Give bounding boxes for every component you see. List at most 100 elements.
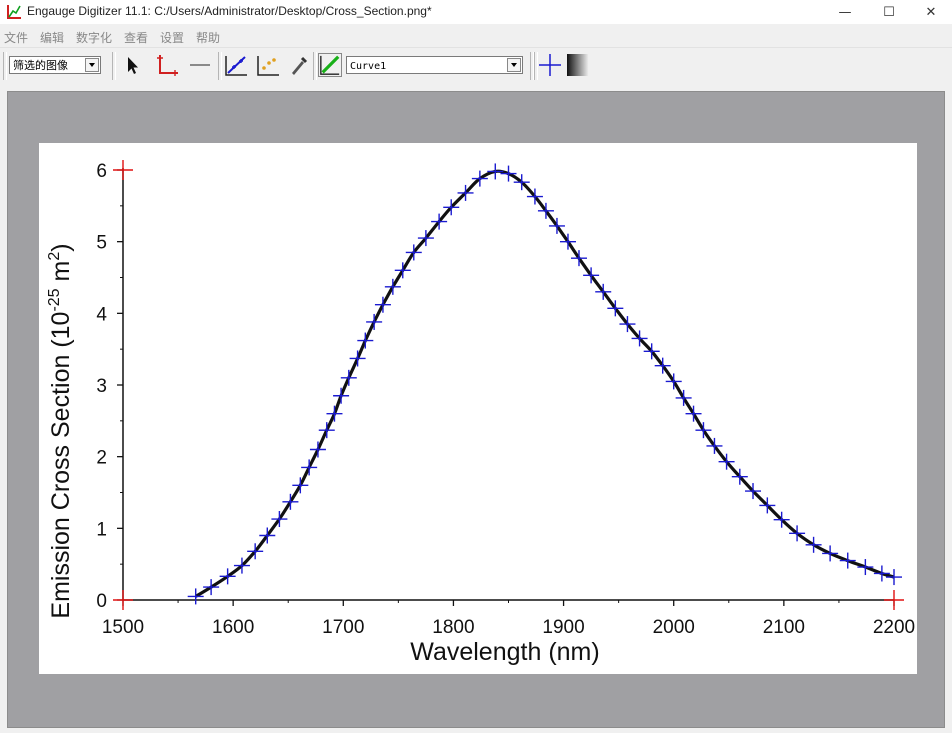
curve-point-marker[interactable] xyxy=(839,552,856,569)
axis-point-marker[interactable] xyxy=(884,590,904,610)
curve-point-marker[interactable] xyxy=(548,217,565,234)
checklist-guide-icon[interactable] xyxy=(538,53,562,77)
curve-markers[interactable] xyxy=(187,163,902,605)
curve-point-marker[interactable] xyxy=(665,373,682,390)
curve-point-marker[interactable] xyxy=(619,316,636,333)
select-arrow-icon[interactable] xyxy=(120,53,144,77)
menu-file[interactable]: 文件 xyxy=(4,31,29,45)
curve-point-marker[interactable] xyxy=(187,588,204,605)
color-picker-icon[interactable] xyxy=(287,53,311,77)
curve-point-marker[interactable] xyxy=(333,387,350,404)
curve-point-marker[interactable] xyxy=(457,184,474,201)
y-ticks: 0 1 2 3 4 5 6 xyxy=(96,161,123,612)
curve-point-marker[interactable] xyxy=(570,250,587,267)
curve-select-value: Curve1 xyxy=(350,61,387,72)
image-canvas[interactable]: 1500 1600 1700 1800 1900 2000 2100 2200 0 1 2 3 4 5 6… xyxy=(39,143,917,674)
curve-point-marker[interactable] xyxy=(805,536,822,553)
curve-point-marker[interactable] xyxy=(405,244,422,261)
menu-settings[interactable]: 设置 xyxy=(160,31,185,45)
curve-point-marker[interactable] xyxy=(259,527,276,544)
curve-point-marker[interactable] xyxy=(886,569,902,586)
curve-point-marker[interactable] xyxy=(500,165,517,182)
segment-fill-icon[interactable] xyxy=(318,53,342,77)
curve-point-marker[interactable] xyxy=(745,483,762,500)
curve-point-marker[interactable] xyxy=(706,437,723,454)
curve-point-marker[interactable] xyxy=(654,357,671,374)
curve-point-marker[interactable] xyxy=(513,174,530,191)
curve-point-marker[interactable] xyxy=(873,565,890,582)
curve-point-marker[interactable] xyxy=(292,477,309,494)
curve-point-marker[interactable] xyxy=(349,350,366,367)
axis-point-marker[interactable] xyxy=(113,590,133,610)
curve-point-marker[interactable] xyxy=(340,369,357,386)
curve-point-marker[interactable] xyxy=(526,188,543,205)
point-match-icon[interactable] xyxy=(256,53,280,77)
toolbar-separator xyxy=(530,52,534,80)
curve-point-marker[interactable] xyxy=(773,511,790,528)
curve-point-marker[interactable] xyxy=(318,422,335,439)
curve-point-marker[interactable] xyxy=(431,213,448,230)
menu-edit[interactable]: 编辑 xyxy=(40,31,65,45)
menu-help[interactable]: 帮助 xyxy=(196,31,221,45)
curve-point-marker[interactable] xyxy=(417,230,434,247)
curve-point-marker[interactable] xyxy=(326,405,343,422)
x-tick-label: 1800 xyxy=(432,617,474,638)
scale-bar-icon[interactable] xyxy=(188,53,212,77)
curve-point-marker[interactable] xyxy=(857,559,874,576)
x-axis-title: Wavelength (nm) xyxy=(410,638,599,666)
maximize-button[interactable]: ☐ xyxy=(883,4,895,20)
curve-point-marker[interactable] xyxy=(718,453,735,470)
chevron-down-icon[interactable] xyxy=(85,58,99,72)
curve-point-marker[interactable] xyxy=(471,170,488,187)
curve-point-marker[interactable] xyxy=(595,283,612,300)
curve-select[interactable]: Curve1 xyxy=(346,56,523,74)
curve-point-marker[interactable] xyxy=(607,300,624,317)
curve-point-marker[interactable] xyxy=(789,525,806,542)
x-tick-label: 2000 xyxy=(653,617,695,638)
curve-point-marker[interactable] xyxy=(537,202,554,219)
curve-point-marker[interactable] xyxy=(219,568,236,585)
curve-point-marker[interactable] xyxy=(731,468,748,485)
toolbar-separator xyxy=(218,52,222,80)
x-ticks: 1500 1600 1700 1800 1900 2000 2100 2200 xyxy=(102,600,915,638)
minimize-button[interactable]: — xyxy=(838,4,852,20)
curve-point-marker[interactable] xyxy=(675,389,692,406)
curve-point-marker[interactable] xyxy=(366,313,383,330)
chart[interactable]: 1500 1600 1700 1800 1900 2000 2100 2200 0 1 2 3 4 5 6… xyxy=(39,143,917,674)
curve-point-marker[interactable] xyxy=(282,493,299,510)
curve-point-marker[interactable] xyxy=(759,497,776,514)
curve-point-marker[interactable] xyxy=(643,343,660,360)
y-axis-title: Emission Cross Section (10-25 m2) xyxy=(46,243,75,618)
axis-markers[interactable] xyxy=(113,160,904,610)
curve-point-icon[interactable] xyxy=(224,53,248,77)
menu-view[interactable]: 查看 xyxy=(124,31,149,45)
chevron-down-icon[interactable] xyxy=(507,58,521,72)
close-button[interactable]: ✕ xyxy=(925,4,937,20)
curve-point-marker[interactable] xyxy=(309,441,326,458)
curve-point-marker[interactable] xyxy=(583,267,600,284)
title-bar: Engauge Digitizer 11.1: C:/Users/Adminis… xyxy=(0,0,952,24)
background-select[interactable]: 筛选的图像 xyxy=(9,56,101,74)
curve-point-marker[interactable] xyxy=(443,199,460,216)
curve-point-marker[interactable] xyxy=(301,459,318,476)
curve-point-marker[interactable] xyxy=(357,332,374,349)
curve-point-marker[interactable] xyxy=(631,330,648,347)
curve-point-marker[interactable] xyxy=(685,405,702,422)
curve-point-marker[interactable] xyxy=(559,233,576,250)
axis-point-marker[interactable] xyxy=(113,160,133,180)
y-tick-label: 2 xyxy=(96,448,107,469)
curve-point-marker[interactable] xyxy=(695,422,712,439)
gradient-icon[interactable] xyxy=(566,53,590,77)
curve-point-marker[interactable] xyxy=(203,579,220,596)
curve-point-marker[interactable] xyxy=(374,296,391,313)
curve-point-marker[interactable] xyxy=(822,545,839,562)
curve-point-marker[interactable] xyxy=(271,511,288,528)
curve-point-marker[interactable] xyxy=(384,278,401,295)
y-tick-label: 4 xyxy=(96,304,107,325)
menu-digitize[interactable]: 数字化 xyxy=(76,31,113,45)
curve-point-marker[interactable] xyxy=(487,163,504,180)
curve-point-marker[interactable] xyxy=(394,262,411,279)
axis-point-icon[interactable] xyxy=(155,53,179,77)
curve-point-marker[interactable] xyxy=(247,543,264,560)
curve-point-marker[interactable] xyxy=(233,557,250,574)
